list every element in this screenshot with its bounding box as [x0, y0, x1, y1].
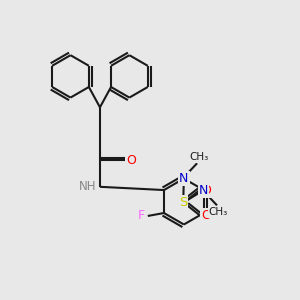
Text: N: N	[199, 184, 208, 196]
Text: O: O	[127, 154, 136, 167]
Text: F: F	[138, 209, 145, 223]
Text: O: O	[201, 208, 211, 221]
Text: S: S	[179, 196, 188, 209]
Text: NH: NH	[79, 180, 96, 193]
Text: CH₃: CH₃	[209, 207, 228, 217]
Text: N: N	[179, 172, 188, 185]
Text: O: O	[201, 184, 211, 197]
Text: CH₃: CH₃	[189, 152, 208, 162]
